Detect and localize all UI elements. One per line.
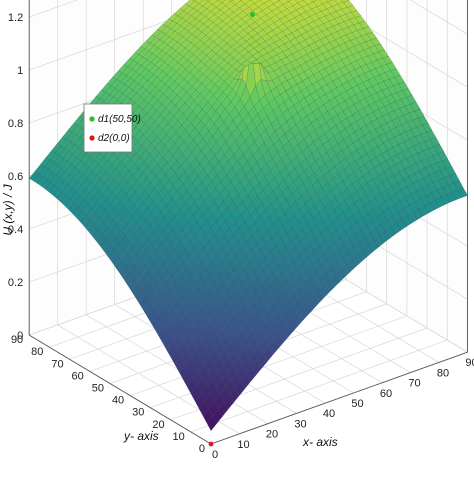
surface-patch bbox=[269, 0, 280, 4]
y-tick-label: 20 bbox=[152, 419, 164, 431]
grid-line bbox=[29, 0, 227, 71]
surface-patch bbox=[185, 0, 196, 7]
legend-marker-d1 bbox=[89, 116, 95, 122]
x-tick-label: 40 bbox=[323, 408, 335, 420]
y-tick-label: 70 bbox=[51, 358, 63, 370]
legend-box bbox=[83, 103, 133, 153]
grid-line bbox=[321, 0, 468, 88]
y-tick-label: 80 bbox=[31, 346, 43, 358]
surface-patch bbox=[319, 0, 329, 5]
surface-patch bbox=[212, 0, 223, 8]
surface-patch bbox=[231, 0, 242, 5]
x-tick-label: 90 bbox=[465, 357, 474, 369]
surface-patch bbox=[198, 0, 209, 7]
z-tick-label: 0.4 bbox=[8, 224, 23, 236]
legend-marker-d2 bbox=[89, 135, 95, 141]
surface-patch bbox=[208, 0, 218, 5]
surface-patch bbox=[326, 0, 333, 2]
surface-patch bbox=[259, 0, 270, 4]
y-tick-label: 50 bbox=[92, 383, 104, 395]
surface-patch bbox=[205, 0, 211, 2]
x-tick-label: 50 bbox=[351, 398, 363, 410]
surface-patch bbox=[341, 0, 350, 3]
surface-patch bbox=[286, 0, 292, 2]
x-tick-label: 60 bbox=[380, 388, 392, 400]
z-tick-label: 0.2 bbox=[8, 277, 23, 289]
z-tick-label: 0.6 bbox=[8, 171, 23, 183]
x-tick-label: 30 bbox=[294, 418, 306, 430]
grid-line bbox=[190, 339, 448, 433]
z-axis-label: U (x,y) / J bbox=[1, 183, 15, 235]
surface-patch bbox=[295, 0, 304, 3]
legend-entry-d2: d2(0,0) bbox=[98, 133, 130, 144]
axis-edge bbox=[28, 334, 212, 445]
surface-patch bbox=[244, 0, 255, 8]
axis-edge bbox=[210, 351, 468, 445]
surface-patch bbox=[254, 0, 265, 8]
z-tick-label: 1 bbox=[17, 65, 23, 77]
surface-patch bbox=[240, 0, 242, 1]
x-tick-label: 20 bbox=[266, 429, 278, 441]
z-tick-label: 0.8 bbox=[8, 118, 23, 130]
data-markers bbox=[208, 12, 255, 447]
surface-patch bbox=[303, 0, 314, 5]
surface-patch bbox=[194, 0, 204, 4]
tick-labels: 00.20.40.60.811.21.401020304050607080900… bbox=[8, 12, 474, 461]
grid-line bbox=[409, 0, 468, 35]
y-tick-label: 10 bbox=[173, 431, 185, 443]
surface-patch bbox=[250, 0, 260, 4]
surface-patch bbox=[312, 0, 323, 7]
surface-patch bbox=[263, 0, 274, 8]
surface-patch bbox=[217, 0, 226, 3]
surface-patch bbox=[229, 0, 234, 2]
y-tick-label: 30 bbox=[132, 407, 144, 419]
legend-entry-d1: d1(50,50) bbox=[98, 114, 141, 125]
grid-line bbox=[86, 314, 269, 424]
y-tick-label: 90 bbox=[11, 334, 23, 346]
surface-patch bbox=[334, 0, 344, 5]
surface-patch bbox=[278, 0, 289, 5]
y-axis-label: y- axis bbox=[123, 429, 159, 443]
surface-patch bbox=[240, 0, 251, 4]
y-tick-label: 40 bbox=[112, 395, 124, 407]
x-axis-label: x- axis bbox=[302, 435, 338, 449]
x-tick-label: 80 bbox=[437, 367, 449, 379]
surface-patch bbox=[288, 0, 299, 6]
surface-mesh bbox=[29, 0, 468, 431]
data-marker-2 bbox=[208, 441, 214, 447]
surface-patch bbox=[311, 0, 318, 2]
y-tick-label: 60 bbox=[72, 370, 84, 382]
x-tick-label: 70 bbox=[408, 378, 420, 390]
surface-patch bbox=[221, 0, 232, 6]
z-tick-label: 0 bbox=[17, 330, 23, 342]
z-tick-label: 1.2 bbox=[8, 12, 23, 24]
grid-line bbox=[29, 0, 79, 18]
x-tick-label: 10 bbox=[237, 439, 249, 451]
surface-patch bbox=[278, 0, 281, 1]
legend: d1(50,50) d2(0,0) bbox=[83, 103, 141, 153]
data-marker-1 bbox=[250, 12, 255, 17]
x-tick-label: 0 bbox=[212, 449, 218, 461]
surface-patch bbox=[192, 0, 197, 2]
y-tick-label: 0 bbox=[199, 443, 205, 455]
